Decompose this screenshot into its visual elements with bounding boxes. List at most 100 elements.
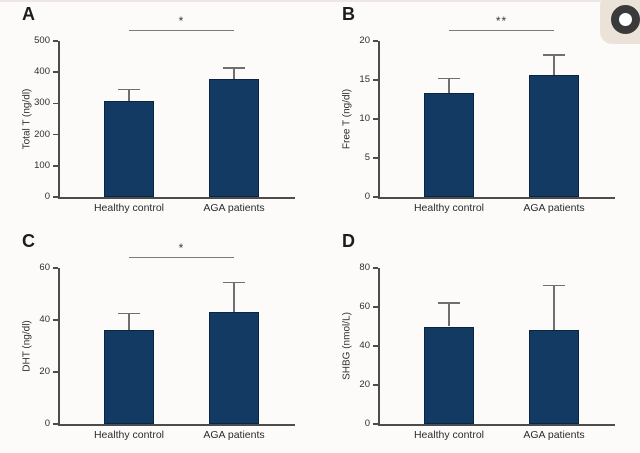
x-category-label: AGA patients [203,429,265,441]
y-tick-label: 10 [359,113,370,124]
error-bar-line [553,285,555,331]
x-axis-line [378,424,615,426]
y-tick-label: 0 [364,191,370,202]
bar-healthy-control [104,330,154,424]
error-bar-cap [438,77,460,80]
x-category-label: Healthy control [93,202,165,214]
y-axis-line [378,41,380,197]
significance-marker: * [178,14,185,28]
plot-area: 0 100 200 300 400 500 Healthy control AGA patie… [0,0,320,226]
bar-aga-patients [209,79,259,197]
bar-aga-patients [209,312,259,424]
y-tick-label: 0 [44,191,50,202]
y-tick-mark [53,102,58,105]
y-tick-mark [53,40,58,42]
x-category-label: Healthy control [413,429,485,441]
x-axis-line [58,197,295,199]
y-tick-label: 400 [34,66,50,78]
x-axis-line [378,197,615,199]
y-tick-label: 15 [359,74,370,85]
x-category-label: AGA patients [523,429,585,441]
y-tick-mark [53,71,58,73]
y-tick-label: 100 [34,159,50,171]
bar-healthy-control [424,326,474,424]
error-bar-cap [438,302,460,304]
y-tick-mark [53,133,58,136]
x-category-label: Healthy control [413,202,485,214]
y-axis-line [58,41,60,197]
panel-letter-d: D [342,231,356,251]
y-tick-mark [53,165,58,167]
error-bar-cap [118,312,140,315]
significance-bracket [449,30,554,32]
y-tick-mark [53,319,58,321]
y-tick-label: 0 [364,418,370,429]
y-tick-label: 40 [359,340,370,351]
y-tick-label: 60 [359,301,370,312]
y-tick-mark [373,79,378,81]
bar-aga-patients [529,330,579,424]
y-tick-mark [373,423,378,425]
error-bar-line [128,89,130,101]
y-tick-label: 200 [34,128,50,140]
top-accent-line [0,0,640,2]
y-tick-mark [53,423,58,425]
y-tick-label: 20 [39,366,50,377]
y-tick-mark [53,196,58,198]
y-tick-label: 0 [44,418,50,429]
y-tick-mark [373,157,378,159]
record-ring-icon [611,5,640,34]
y-tick-mark [53,371,58,373]
error-bar-cap [223,67,245,69]
significance-marker: * [178,241,185,255]
error-bar-cap [543,54,565,56]
bar-aga-patients [529,74,579,197]
y-tick-label: 5 [364,152,370,163]
bar-healthy-control [104,100,154,197]
x-category-label: AGA patients [203,202,265,214]
panel-c-dht: C DHT (ng/dl) 0 20 40 60 Healthy control AGA … [0,227,320,453]
panel-letter-c: C [22,231,36,251]
error-bar-line [128,313,130,331]
significance-marker: ** [495,14,508,28]
y-tick-label: 40 [39,314,50,325]
y-tick-label: 20 [359,379,370,390]
y-tick-mark [373,384,378,386]
y-tick-label: 300 [34,97,50,109]
video-logo-badge [600,0,640,44]
x-axis-line [58,424,295,426]
x-category-label: Healthy control [93,429,165,441]
y-tick-mark [373,118,378,120]
plot-area: 0 20 40 60 Healthy control AGA patients * [0,227,320,453]
significance-bracket [129,30,234,32]
error-bar-line [233,68,235,80]
error-bar-line [233,282,235,313]
y-tick-mark [373,40,378,42]
panel-b-free-t: B Free T (ng/dl) 0 5 10 15 20 Healthy control… [320,0,640,226]
error-bar-line [553,55,555,75]
panel-letter-a: A [22,4,36,24]
y-tick-label: 500 [34,35,50,46]
error-bar-line [448,303,450,327]
y-tick-label: 20 [359,35,370,46]
error-bar-cap [223,281,245,284]
bar-healthy-control [424,93,474,197]
panel-letter-b: B [342,4,356,24]
y-tick-mark [373,196,378,198]
panel-a-total-t: A Total T (ng/dl) 0 100 200 300 400 500 Health… [0,0,320,226]
y-axis-line [378,268,380,424]
y-tick-mark [373,267,378,269]
x-category-label: AGA patients [523,202,585,214]
y-axis-line [58,268,60,424]
error-bar-line [448,78,450,94]
error-bar-cap [118,88,140,91]
y-tick-mark [373,345,378,347]
y-tick-label: 80 [359,262,370,273]
significance-bracket [129,257,234,259]
panel-d-shbg: D SHBG (nmol/L) 0 20 40 60 80 Healthy control… [320,227,640,453]
plot-area: 0 5 10 15 20 Healthy control AGA patients ** [320,0,640,226]
error-bar-cap [543,284,565,287]
y-tick-mark [373,306,378,308]
y-tick-label: 60 [39,262,50,273]
